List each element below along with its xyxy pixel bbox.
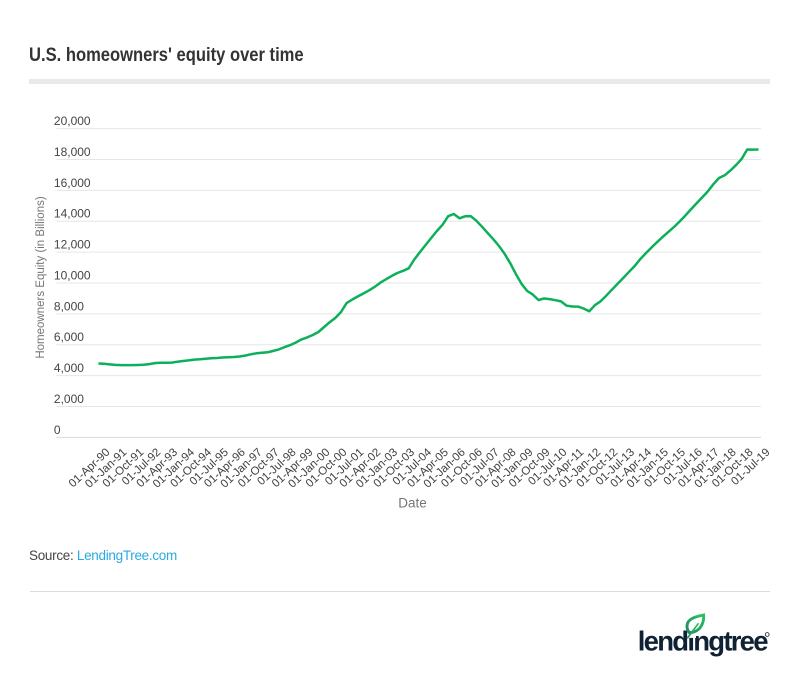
svg-text:14,000: 14,000 (54, 207, 91, 221)
svg-text:20,000: 20,000 (54, 114, 91, 128)
svg-text:Date: Date (398, 496, 427, 511)
svg-text:2,000: 2,000 (54, 392, 84, 406)
svg-text:Homeowners Equity (in Billions: Homeowners Equity (in Billions) (35, 196, 47, 359)
svg-text:10,000: 10,000 (54, 268, 91, 282)
svg-text:8,000: 8,000 (54, 299, 84, 313)
svg-text:18,000: 18,000 (54, 145, 91, 159)
svg-text:16,000: 16,000 (54, 176, 91, 190)
svg-text:4,000: 4,000 (54, 361, 84, 375)
svg-text:12,000: 12,000 (54, 238, 91, 252)
svg-text:lendingtree: lendingtree (638, 626, 768, 657)
svg-text:0: 0 (54, 423, 61, 437)
svg-text:6,000: 6,000 (54, 330, 84, 344)
